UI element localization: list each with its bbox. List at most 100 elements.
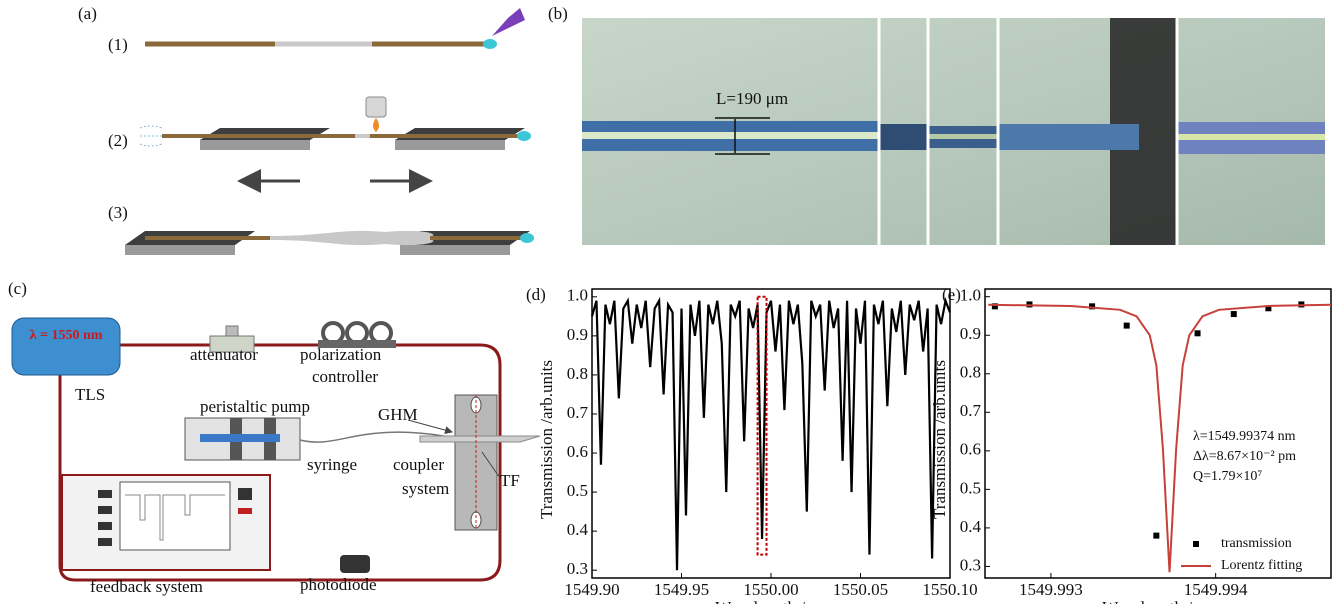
y-tick-label: 0.9 — [567, 325, 588, 344]
x-tick-label: 1549.993 — [1019, 580, 1083, 599]
legend-label: Lorentz fitting — [1221, 558, 1302, 573]
panel-label: (d) — [526, 285, 546, 304]
x-tick-label: 1549.90 — [564, 580, 619, 599]
y-tick-label: 0.4 — [960, 517, 982, 536]
controller-base — [318, 340, 396, 348]
ghm-label: GHM — [378, 405, 418, 424]
y-tick-label: 1.0 — [960, 286, 981, 305]
y-axis-label: Transmission /arb.units — [930, 360, 949, 519]
y-tick-label: 0.6 — [567, 442, 588, 461]
buttons — [98, 488, 252, 546]
tube — [299, 431, 456, 443]
torch — [365, 96, 387, 118]
tf-label: TF — [500, 471, 520, 490]
x-tick-label: 1550.00 — [743, 580, 798, 599]
point — [1265, 305, 1272, 312]
panel-c: λ = 1550 nm TLS attenuator polarization … — [11, 317, 541, 596]
point — [1194, 330, 1201, 337]
tls-box — [11, 317, 121, 376]
y-tick-label: 0.8 — [960, 363, 981, 382]
x-tick-label: 1550.10 — [922, 580, 977, 599]
light-source — [492, 8, 525, 36]
line — [988, 303, 1332, 573]
plot-frame — [591, 288, 951, 579]
fiber-core — [929, 134, 997, 139]
fiber-end — [517, 131, 531, 141]
fiber-fan — [139, 125, 163, 147]
fiber-core — [582, 132, 878, 139]
flame — [373, 118, 379, 132]
pump-label: peristaltic pump — [200, 397, 310, 416]
tf-pointer — [481, 451, 501, 479]
panel-b: L=190 μm — [582, 18, 1325, 245]
y-tick-label: 0.4 — [567, 520, 589, 539]
stage-base — [200, 140, 310, 150]
feedback-label: feedback system — [90, 577, 203, 596]
y-tick-label: 0.3 — [567, 559, 588, 578]
legend-marker — [1193, 541, 1199, 547]
length-label: L=190 μm — [716, 89, 788, 108]
polarization-label: controller — [312, 367, 378, 386]
annotation: Q=1.79×10⁷ — [1193, 469, 1262, 484]
x-tick-label: 1550.05 — [833, 580, 888, 599]
feedback-screen — [119, 481, 231, 551]
ghm-arrow — [407, 419, 453, 435]
y-tick-label: 0.6 — [960, 440, 981, 459]
tls-label: TLS — [75, 385, 105, 404]
panel-label: (a) — [78, 4, 97, 23]
panel-label: (b) — [548, 4, 568, 23]
fiber-core — [1178, 134, 1325, 140]
x-axis-label: Wavelength /nm — [715, 598, 826, 604]
point — [1153, 532, 1160, 539]
annotation: λ=1549.99374 nm — [1193, 429, 1296, 444]
y-tick-label: 0.7 — [567, 403, 589, 422]
taper — [270, 230, 434, 246]
photodiode-device — [340, 555, 370, 573]
fiber-end — [483, 39, 497, 49]
photodiode-label: photodiode — [300, 575, 377, 594]
fiber-image — [880, 124, 927, 150]
plot-frame — [984, 288, 1332, 579]
step-label: (2) — [108, 131, 128, 150]
capillary — [419, 435, 541, 443]
length-bracket — [715, 117, 770, 155]
panel-a: (1) (2) (3) — [108, 8, 534, 255]
attenuator-knob — [225, 325, 239, 337]
point — [1230, 311, 1237, 318]
x-tick-label: 1549.95 — [654, 580, 709, 599]
y-tick-label: 0.9 — [960, 324, 981, 343]
point — [1089, 303, 1096, 310]
legend-label: transmission — [1221, 536, 1292, 551]
syringe-label: syringe — [307, 455, 357, 474]
attenuator-label: attenuator — [190, 345, 258, 364]
fiber-loop — [58, 343, 502, 582]
x-axis-label: Wavelength /nm — [1102, 598, 1213, 604]
laser-wavelength: λ = 1550 nm — [30, 328, 103, 343]
y-tick-label: 0.5 — [960, 478, 981, 497]
polarization-label: polarization — [300, 345, 382, 364]
y-tick-label: 0.7 — [960, 401, 982, 420]
stage-base — [395, 140, 505, 150]
y-tick-label: 0.5 — [567, 481, 588, 500]
step-label: (1) — [108, 35, 128, 54]
stage-base — [125, 245, 235, 255]
annotation: Δλ=8.67×10⁻² pm — [1193, 449, 1296, 464]
syringe-body — [200, 434, 280, 442]
fiber-end — [520, 233, 534, 243]
dividers — [877, 18, 1179, 245]
y-tick-label: 0.3 — [960, 555, 981, 574]
step-label: (3) — [108, 203, 128, 222]
coupler-label: coupler — [393, 455, 444, 474]
fiber-image — [999, 124, 1139, 150]
screen-trace — [125, 494, 225, 541]
y-tick-label: 1.0 — [567, 286, 588, 305]
y-tick-label: 0.8 — [567, 364, 588, 383]
point — [1123, 322, 1130, 329]
line — [590, 296, 952, 571]
x-tick-label: 1549.994 — [1184, 580, 1248, 599]
panel-label: (c) — [8, 279, 27, 298]
coupler-label: system — [402, 479, 449, 498]
stage-base — [400, 245, 510, 255]
y-axis-label: Transmission /arb.units — [537, 360, 556, 519]
